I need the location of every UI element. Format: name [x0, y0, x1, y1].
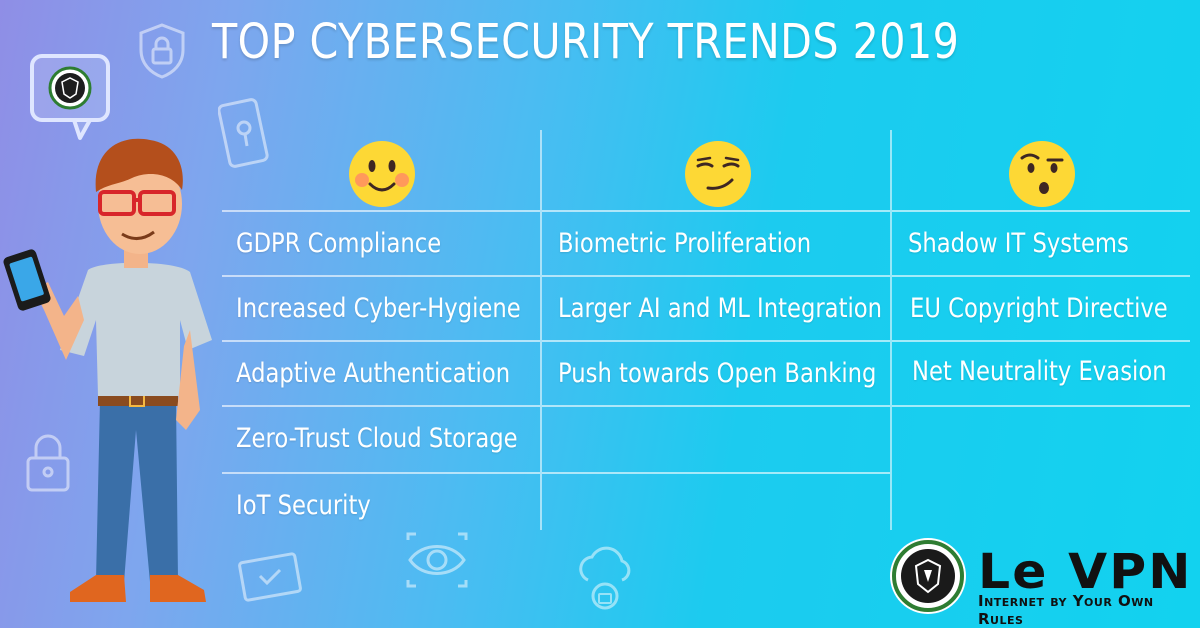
trend-item: Biometric Proliferation: [558, 228, 812, 259]
row-divider: [542, 472, 890, 474]
row-divider: [222, 210, 540, 212]
padlock-icon: [26, 434, 70, 492]
row-divider: [892, 210, 1190, 212]
trends-table: GDPR Compliance Increased Cyber-Hygiene …: [222, 130, 1190, 530]
column-divider: [540, 130, 542, 530]
le-vpn-logo-icon: [890, 538, 966, 614]
row-divider: [222, 472, 540, 474]
row-divider: [542, 405, 890, 407]
page-title: TOP CYBERSECURITY TRENDS 2019: [212, 14, 960, 70]
person-illustration: [3, 138, 212, 602]
trend-item: Zero-Trust Cloud Storage: [236, 423, 518, 454]
trend-item: Net Neutrality Evasion: [912, 356, 1167, 387]
smirking-face-icon: [685, 141, 751, 207]
trend-item: IoT Security: [236, 490, 371, 521]
row-divider: [222, 340, 540, 342]
row-divider: [222, 405, 540, 407]
trend-item: Shadow IT Systems: [908, 228, 1129, 259]
row-divider: [542, 210, 890, 212]
row-divider: [892, 405, 1190, 407]
trend-item: EU Copyright Directive: [910, 293, 1168, 324]
raised-eyebrow-face-icon: [1009, 141, 1075, 207]
brand-tagline: Internet by Your Own Rules: [978, 592, 1154, 628]
row-divider: [542, 275, 890, 277]
trend-item: GDPR Compliance: [236, 228, 442, 259]
cloud-lock-icon: [579, 546, 631, 610]
eye-scan-icon: [406, 532, 468, 588]
phone-key-icon: [218, 98, 269, 168]
smiling-blushing-face-icon: [349, 141, 415, 207]
row-divider: [892, 340, 1190, 342]
laptop-check-icon: [238, 552, 302, 602]
row-divider: [542, 340, 890, 342]
brand-name: Le VPN: [978, 544, 1193, 600]
speech-bubble-icon: [30, 54, 110, 140]
trend-item: Adaptive Authentication: [236, 358, 511, 389]
row-divider: [892, 275, 1190, 277]
trend-item: Larger AI and ML Integration: [558, 293, 883, 324]
trend-item: Increased Cyber-Hygiene: [236, 293, 521, 324]
column-divider: [890, 130, 892, 530]
trend-item: Push towards Open Banking: [558, 358, 877, 389]
row-divider: [222, 275, 540, 277]
shield-lock-icon: [139, 23, 185, 79]
